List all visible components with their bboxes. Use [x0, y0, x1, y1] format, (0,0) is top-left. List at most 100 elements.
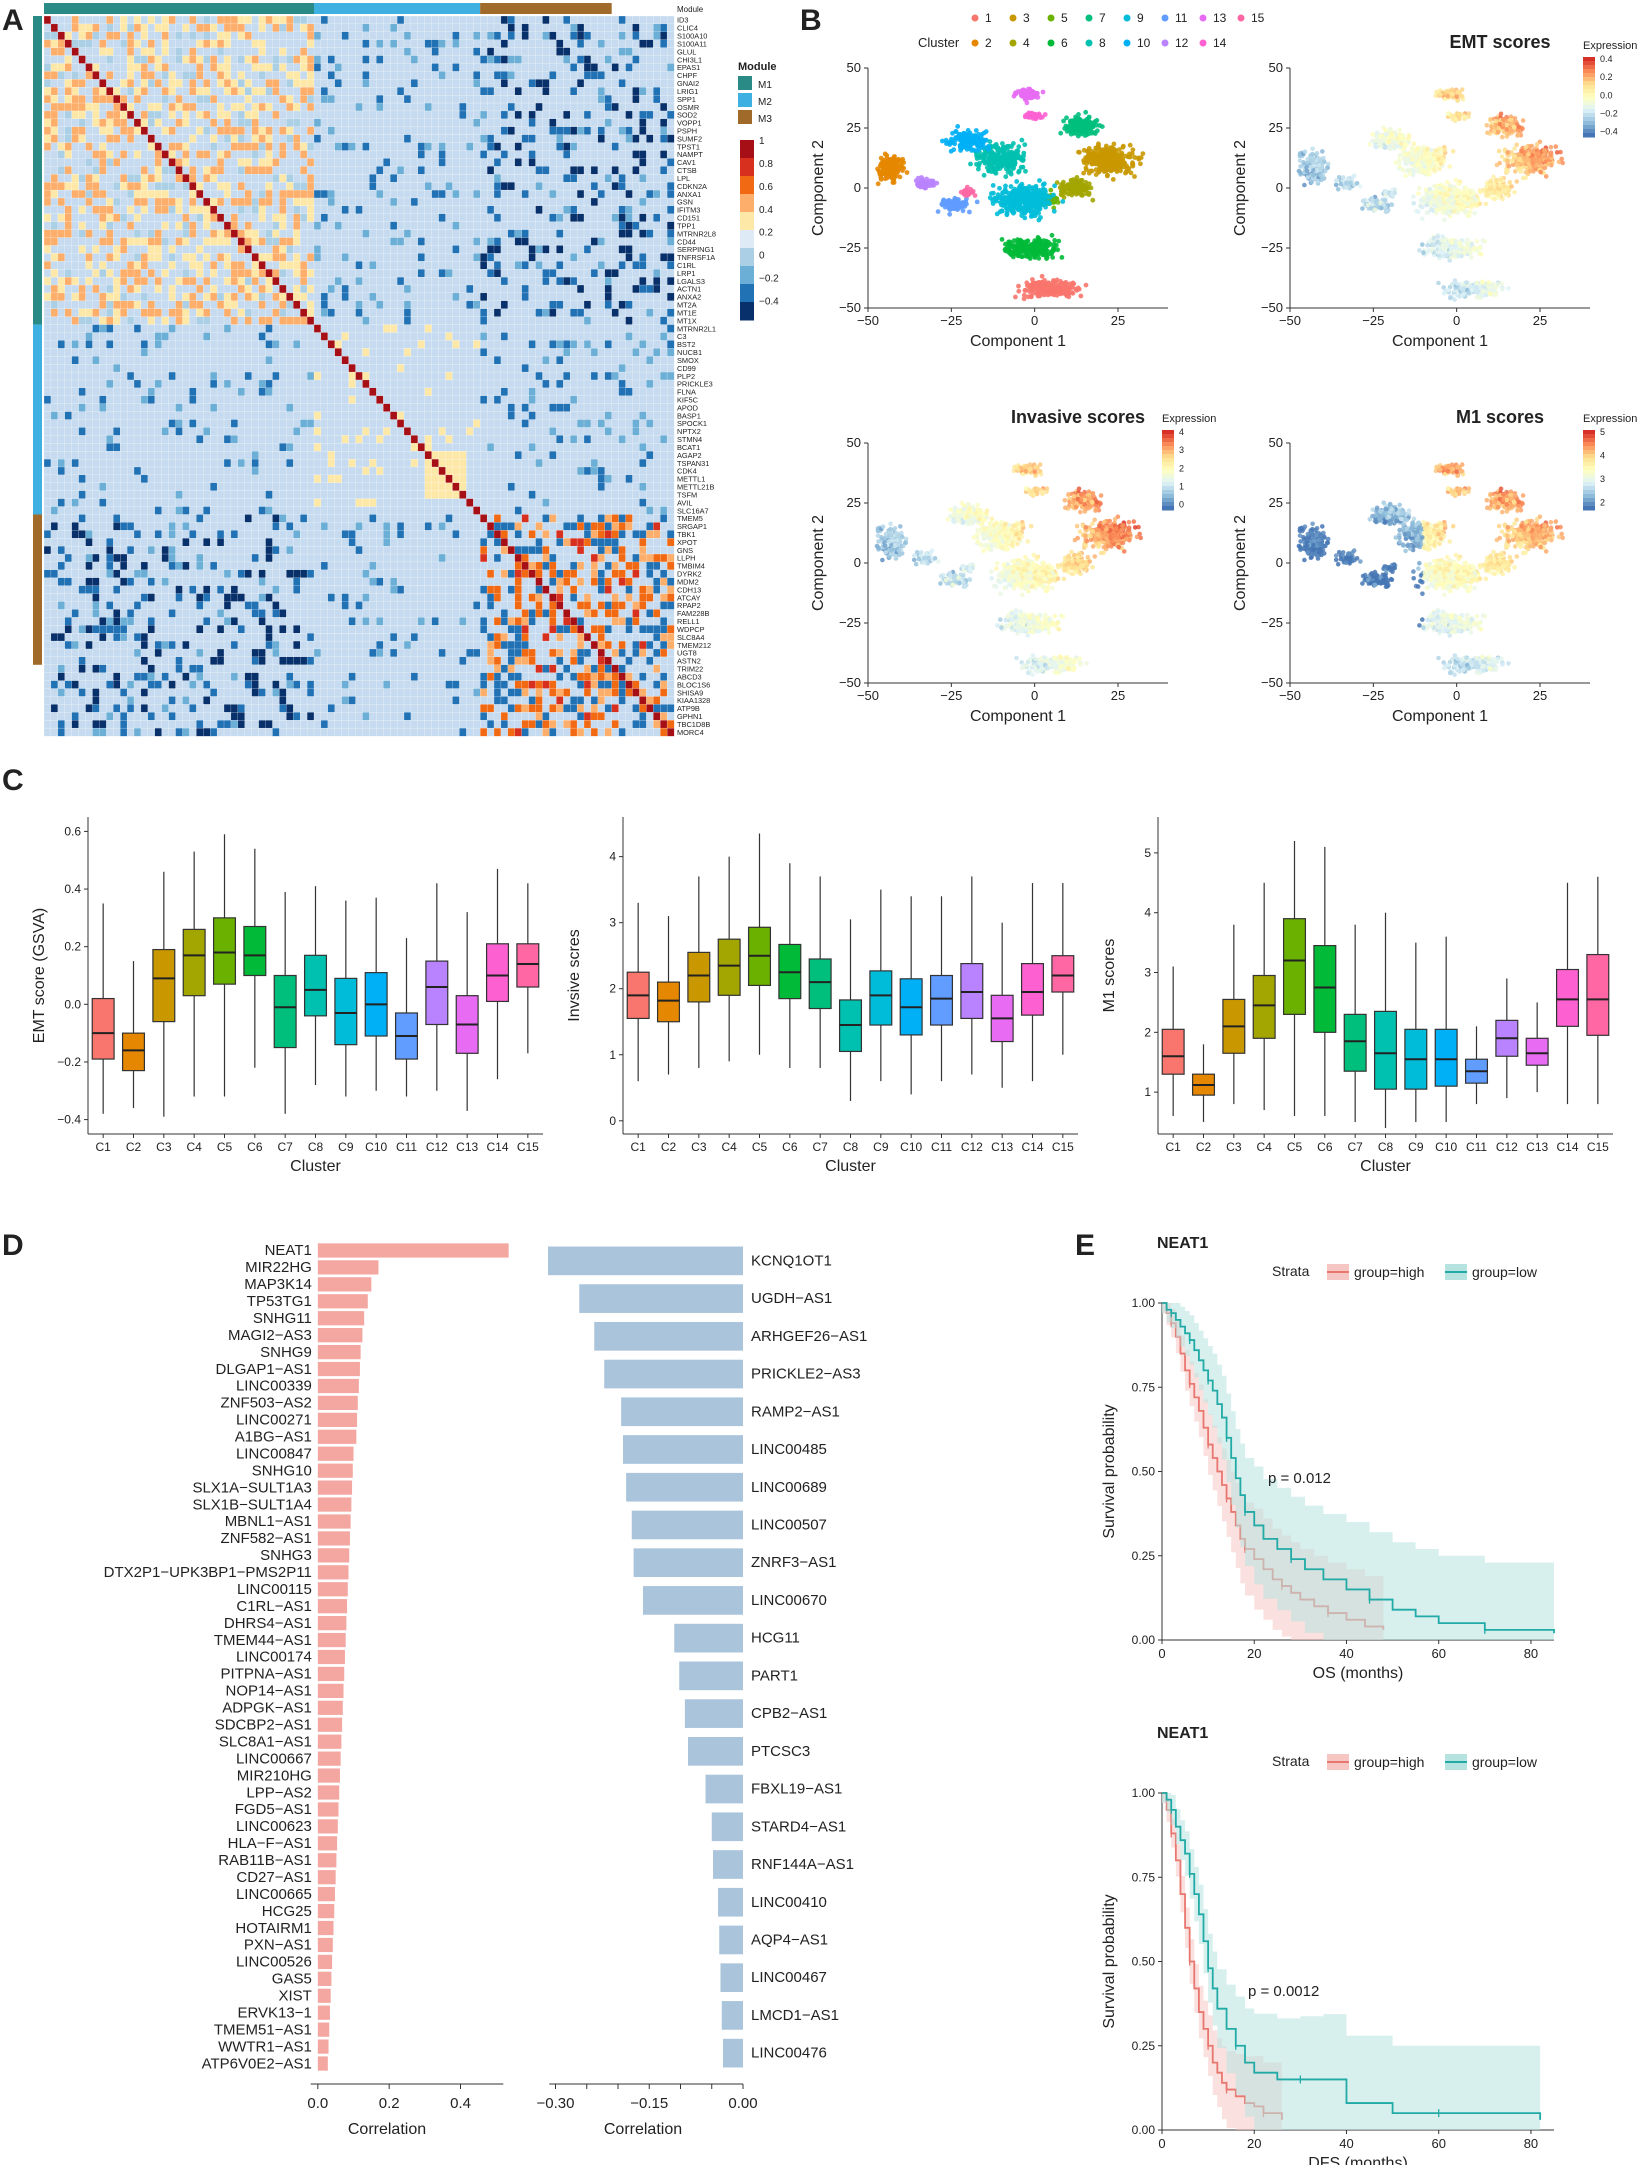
heatmap-cell: [258, 166, 266, 175]
heatmap-cell: [251, 411, 260, 420]
heatmap-cell: [660, 189, 668, 199]
heatmap-cell: [216, 158, 225, 167]
heatmap-cell: [161, 39, 170, 49]
heatmap-cell: [237, 221, 246, 231]
heatmap-cell: [466, 134, 474, 144]
heatmap-cell: [639, 427, 647, 436]
heatmap-cell: [120, 118, 128, 128]
heatmap-cell: [639, 174, 647, 183]
heatmap-cell: [133, 94, 142, 104]
heatmap-cell: [625, 371, 633, 381]
heatmap-cell: [237, 31, 246, 41]
heatmap-cell: [258, 23, 266, 33]
heatmap-cell: [507, 427, 516, 436]
heatmap-cell: [300, 182, 308, 191]
heatmap-cell: [632, 134, 640, 144]
heatmap-cell: [639, 134, 647, 144]
heatmap-cell: [410, 31, 419, 41]
heatmap-cell: [466, 79, 474, 88]
heatmap-cell: [203, 371, 211, 381]
heatmap-cell: [99, 23, 107, 33]
heatmap-cell: [99, 39, 107, 49]
heatmap-cell: [362, 31, 370, 41]
heatmap-cell: [514, 47, 523, 56]
heatmap-cell: [244, 308, 253, 318]
heatmap-cell: [410, 189, 419, 199]
heatmap-cell: [99, 15, 107, 25]
heatmap-cell: [244, 269, 253, 278]
heatmap-cell: [43, 276, 52, 286]
heatmap-cell: [120, 213, 128, 223]
heatmap-cell: [459, 387, 467, 397]
heatmap-cell: [611, 71, 620, 80]
heatmap-cell: [604, 300, 613, 310]
heatmap-cell: [133, 189, 142, 199]
heatmap-cell: [189, 371, 197, 381]
heatmap-cell: [480, 395, 488, 405]
heatmap-cell: [210, 205, 218, 215]
heatmap-cell: [50, 435, 59, 444]
heatmap-cell: [611, 261, 620, 270]
heatmap-cell: [521, 403, 530, 413]
heatmap-cell: [480, 87, 488, 96]
heatmap-cell: [597, 348, 606, 357]
heatmap-cell: [355, 110, 363, 120]
heatmap-cell: [590, 213, 599, 223]
heatmap-cell: [50, 411, 59, 420]
heatmap-cell: [99, 150, 107, 159]
heatmap-cell: [632, 403, 640, 413]
heatmap-cell: [473, 102, 481, 112]
heatmap-cell: [300, 213, 308, 223]
heatmap-cell: [140, 197, 149, 207]
heatmap-cell: [390, 292, 398, 302]
heatmap-cell: [507, 71, 516, 80]
heatmap-cell: [666, 276, 675, 286]
panel-a-heatmap: ModuleID3CLIC4S100A10S100A11GLULCHI3L1EP…: [33, 3, 779, 737]
heatmap-cell: [390, 324, 398, 333]
heatmap-cell: [438, 23, 446, 33]
heatmap-cell: [362, 205, 370, 215]
heatmap-cell: [196, 15, 204, 25]
heatmap-cell: [459, 126, 467, 136]
heatmap-cell: [590, 308, 599, 318]
heatmap-cell: [417, 245, 426, 254]
heatmap-cell: [639, 379, 647, 389]
heatmap-cell: [230, 300, 239, 310]
heatmap-cell: [50, 229, 59, 238]
heatmap-cell: [480, 47, 488, 56]
heatmap-cell: [355, 308, 363, 318]
heatmap-cell: [486, 253, 495, 262]
heatmap-cell: [514, 237, 523, 246]
heatmap-cell: [396, 324, 405, 333]
heatmap-cell: [50, 118, 59, 128]
heatmap-cell: [403, 387, 412, 397]
heatmap-cell: [480, 221, 488, 231]
heatmap-cell: [265, 63, 273, 72]
heatmap-cell: [528, 189, 536, 199]
heatmap-cell: [646, 71, 654, 80]
heatmap-cell: [646, 356, 654, 365]
heatmap-cell: [618, 31, 626, 41]
heatmap-cell: [92, 87, 100, 96]
heatmap-cell: [396, 245, 405, 254]
heatmap-cell: [528, 126, 536, 136]
heatmap-cell: [64, 31, 73, 41]
heatmap-cell: [348, 79, 356, 88]
heatmap-cell: [92, 63, 100, 72]
heatmap-cell: [251, 182, 260, 191]
heatmap-cell: [632, 23, 640, 33]
heatmap-cell: [383, 47, 391, 56]
heatmap-cell: [320, 31, 329, 41]
heatmap-cell: [300, 261, 308, 270]
heatmap-cell: [161, 348, 170, 357]
heatmap-cell: [549, 197, 557, 207]
heatmap-cell: [542, 63, 550, 72]
heatmap-cell: [210, 39, 218, 49]
heatmap-cell: [189, 118, 197, 128]
heatmap-cell: [237, 411, 246, 420]
heatmap-cell: [355, 63, 363, 72]
heatmap-cell: [189, 387, 197, 397]
heatmap-cell: [639, 79, 647, 88]
heatmap-cell: [445, 261, 453, 270]
heatmap-cell: [452, 174, 460, 183]
